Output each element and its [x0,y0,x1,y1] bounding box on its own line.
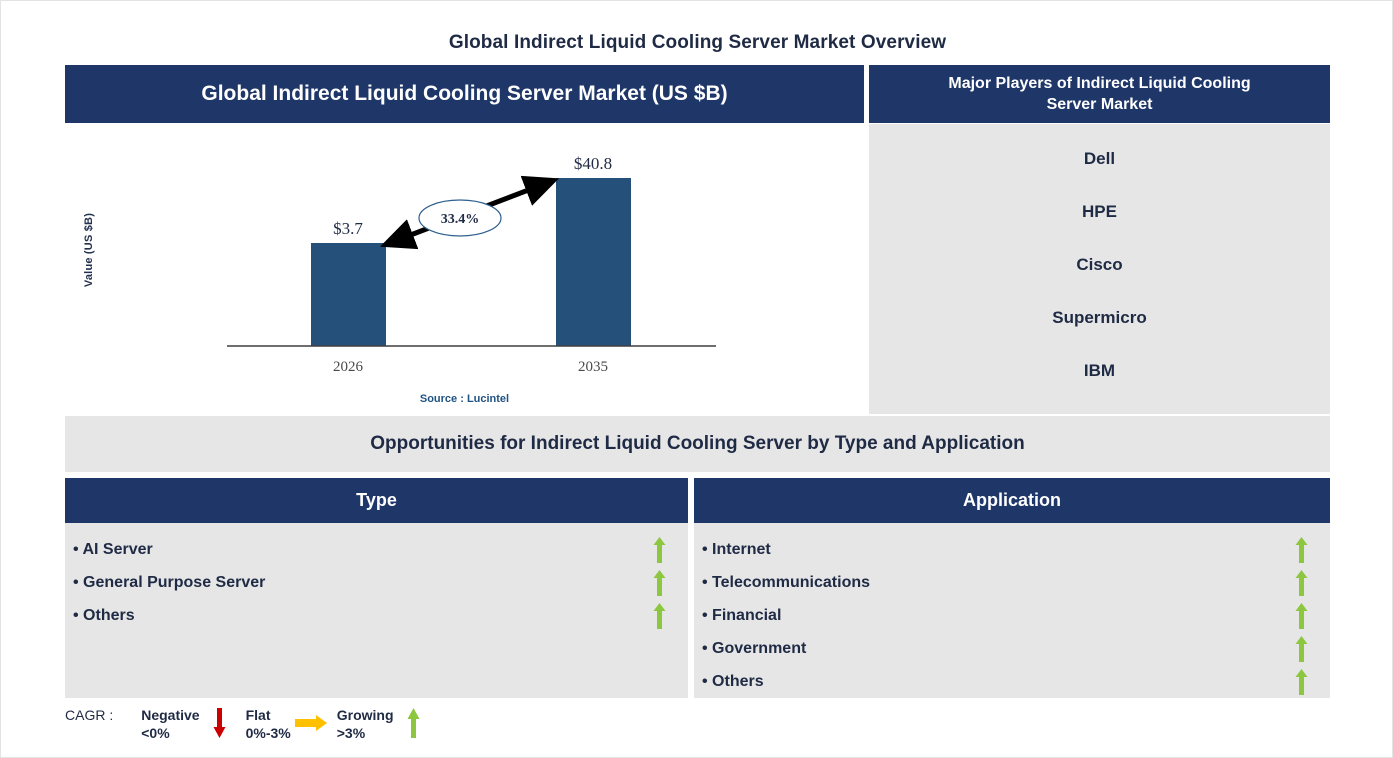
application-item-label: • Telecommunications [702,573,871,591]
player-item: Dell [1083,149,1116,168]
up-arrow-icon [653,569,666,596]
cagr-flat-text: Flat 0%-3% [246,706,291,742]
type-item-label: • AI Server [73,540,153,558]
cagr-growing-name: Growing [336,707,394,723]
player-item: Cisco [1076,255,1123,274]
players-header-line2: Server Market [1046,96,1153,113]
list-item: • General Purpose Server [65,566,688,599]
bar-label-2026: $3.7 [333,219,363,238]
list-item: • Government [694,632,1330,665]
cagr-callout-value: 33.4% [441,212,480,227]
cagr-negative-name: Negative [141,707,200,723]
x-tick-2035: 2035 [578,359,608,375]
market-bar-chart-panel: Value (US $B) 33.4% $3.7 $40. [65,124,864,414]
up-arrow-icon [1295,668,1308,695]
application-item-label: • Government [702,639,807,657]
application-item-label: • Internet [702,540,771,558]
up-arrow-icon [653,536,666,563]
opportunities-band-title: Opportunities for Indirect Liquid Coolin… [65,416,1330,472]
cagr-legend: CAGR : Negative <0% Flat 0%-3% [65,706,585,752]
cagr-legend-growing: Growing >3% [337,706,434,742]
cagr-negative-text: Negative <0% [141,706,199,742]
type-item-label: • General Purpose Server [73,573,266,591]
list-item: • Financial [694,599,1330,632]
up-arrow-icon [398,706,430,740]
type-list: • AI Server • General Purpose Server • O… [65,523,688,698]
chart-source: Source : Lucintel [419,393,510,405]
market-panel-header: Global Indirect Liquid Cooling Server Ma… [65,65,864,123]
up-arrow-icon [1295,536,1308,563]
cagr-legend-title: CAGR : [65,707,114,723]
players-panel-header: Major Players of Indirect Liquid Cooling… [869,65,1330,123]
bar-2035 [556,178,631,346]
type-column-header: Type [65,478,688,523]
up-arrow-icon [1295,635,1308,662]
type-item-label: • Others [73,606,135,624]
player-item: IBM [1083,361,1116,380]
player-item: Supermicro [1052,308,1147,327]
application-item-label: • Financial [702,606,782,624]
bar-2026 [311,243,386,346]
player-item: HPE [1082,202,1117,221]
cagr-growing-text: Growing >3% [337,706,394,742]
page-title: Global Indirect Liquid Cooling Server Ma… [448,32,947,53]
list-item: • Internet [694,533,1330,566]
cagr-callout-ellipse [418,199,502,237]
up-arrow-icon [653,602,666,629]
x-tick-2026: 2026 [333,359,364,375]
cagr-legend-negative: Negative <0% [141,706,239,742]
application-list: • Internet • Telecommunications • Financ… [694,523,1330,698]
cagr-flat-name: Flat [245,707,271,723]
list-item: • Others [694,665,1330,698]
players-header-line1: Major Players of Indirect Liquid Cooling [948,75,1251,92]
cagr-flat-range: 0%-3% [245,725,291,741]
list-item: • Others [65,599,688,632]
bar-chart-svg: 33.4% $3.7 $40.8 2026 2035 [227,154,716,375]
down-arrow-icon [204,706,236,740]
right-arrow-icon [294,706,327,740]
list-item: • Telecommunications [694,566,1330,599]
list-item: • AI Server [65,533,688,566]
major-players-panel: Dell HPE Cisco Supermicro IBM [869,124,1330,414]
cagr-growing-range: >3% [336,725,366,741]
bar-label-2035: $40.8 [574,154,612,173]
application-item-label: • Others [702,672,764,690]
cagr-negative-range: <0% [141,725,170,741]
up-arrow-icon [1295,569,1308,596]
application-column-header: Application [694,478,1330,523]
cagr-legend-flat: Flat 0%-3% [246,706,331,742]
up-arrow-icon [1295,602,1308,629]
